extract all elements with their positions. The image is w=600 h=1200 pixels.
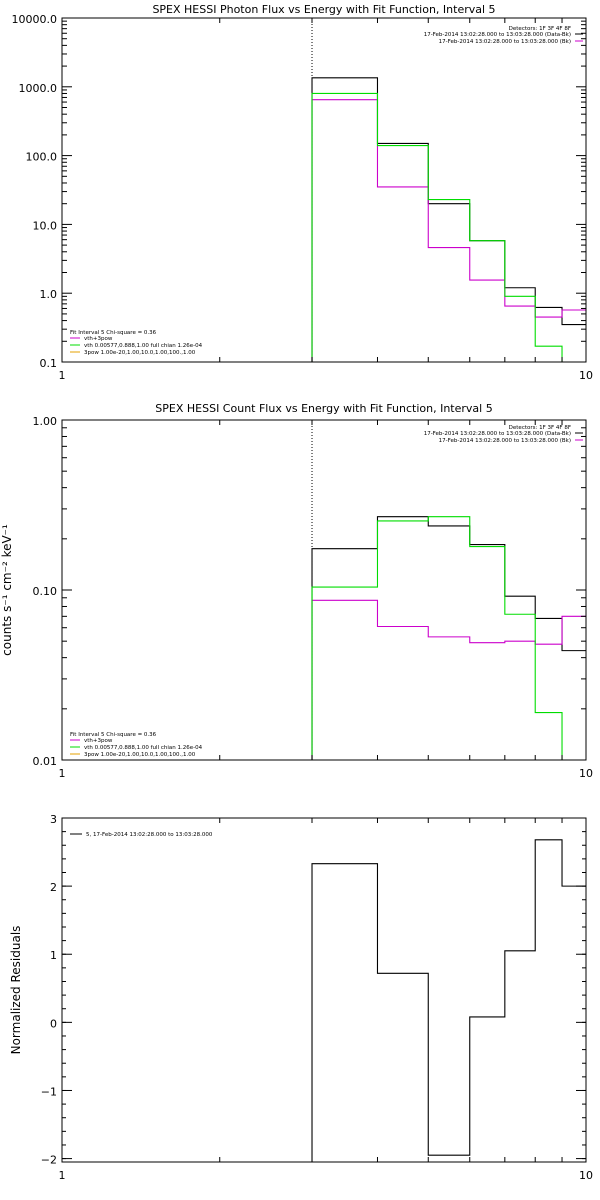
legend-line: 3pow 1.00e-20,1.00,10.0,1.00,100.,1.00 [84, 350, 196, 356]
legend-line: Fit Interval 5 Chi-square = 0.36 [70, 732, 157, 738]
chart-title: SPEX HESSI Photon Flux vs Energy with Fi… [152, 3, 495, 16]
bottom-legend: Fit Interval 5 Chi-square = 0.36 vth+3po… [70, 732, 203, 758]
bottom-legend: Fit Interval 5 Chi-square = 0.36 vth+3po… [70, 330, 203, 356]
y-tick-label: 2 [50, 881, 57, 894]
y-tick-label: 10000.0 [12, 13, 58, 26]
series-group [311, 839, 586, 1162]
x-tick-label: 1 [59, 767, 66, 780]
y-tick-label: 1000.0 [19, 82, 58, 95]
y-axis-label: Normalized Residuals [9, 926, 23, 1055]
top-legend: Detectors: 1F 3F 4F 8F 17-Feb-2014 13:02… [424, 425, 583, 444]
legend-line: 17-Feb-2014 13:02:28.000 to 13:03:28.000… [424, 431, 571, 437]
x-tick-label: 10 [579, 369, 593, 382]
x-tick-label: 10 [579, 767, 593, 780]
legend-line: 5, 17-Feb-2014 13:02:28.000 to 13:03:28.… [86, 832, 213, 838]
axes-frame [61, 419, 587, 761]
legend-line: 17-Feb-2014 13:02:28.000 to 13:03:28.000… [439, 438, 571, 444]
axes-frame [61, 817, 587, 1163]
series-1-histogram [311, 599, 586, 760]
y-tick-label: −2 [41, 1154, 57, 1167]
legend-line: 17-Feb-2014 13:02:28.000 to 13:03:28.000… [439, 39, 571, 45]
y-tick-label: 1.00 [33, 415, 58, 428]
x-tick-label: 1 [59, 1169, 66, 1182]
x-tick-label: 1 [59, 369, 66, 382]
series-0-histogram [311, 516, 586, 760]
y-tick-label: 0.01 [33, 755, 58, 768]
y-tick-label: 1.0 [40, 288, 58, 301]
residuals-panel: Normalized Residuals 1 10 −2 −1 0 1 2 3 5, 17-F… [9, 813, 593, 1182]
top-legend: Detectors: 1F 3F 4F 8F 17-Feb-2014 13:02… [424, 26, 583, 45]
y-tick-label: 10.0 [33, 219, 58, 232]
legend-line: Detectors: 1F 3F 4F 8F [509, 425, 571, 431]
x-tick-label: 10 [579, 1169, 593, 1182]
y-tick-label: 0.10 [33, 585, 58, 598]
legend-line: vth 0.00577,0.888,1.00 full chian 1.26e-… [84, 343, 203, 349]
y-tick-label: 1 [50, 949, 57, 962]
y-tick-label: 100.0 [26, 151, 58, 164]
y-tick-label: 3 [50, 813, 57, 826]
series-2-histogram [311, 516, 563, 760]
legend-line: 3pow 1.00e-20,1.00,10.0,1.00,100.,1.00 [84, 752, 196, 758]
chart-title: SPEX HESSI Count Flux vs Energy with Fit… [155, 402, 492, 415]
legend-line: Fit Interval 5 Chi-square = 0.36 [70, 330, 157, 336]
y-axis-label: counts s⁻¹ cm⁻² keV⁻¹ [0, 524, 14, 656]
series-2-histogram [311, 92, 563, 362]
count-flux-panel: SPEX HESSI Count Flux vs Energy with Fit… [0, 402, 593, 780]
legend-line: vth 0.00577,0.888,1.00 full chian 1.26e-… [84, 745, 203, 751]
series-0-histogram [311, 77, 586, 362]
y-tick-label: 0.1 [40, 357, 58, 370]
series-group [311, 77, 586, 362]
series-group [311, 516, 586, 760]
axes-frame [61, 17, 587, 363]
legend-line: 17-Feb-2014 13:02:28.000 to 13:03:28.000… [424, 32, 571, 38]
y-tick-label: 0 [50, 1017, 57, 1030]
photon-flux-panel: SPEX HESSI Photon Flux vs Energy with Fi… [12, 3, 594, 382]
series-0-histogram [311, 839, 586, 1162]
legend-line: Detectors: 1F 3F 4F 8F [509, 26, 571, 32]
residual-legend: 5, 17-Feb-2014 13:02:28.000 to 13:03:28.… [70, 832, 213, 838]
legend-line: vth+3pow [84, 336, 113, 342]
y-tick-label: −1 [41, 1085, 57, 1098]
series-1-histogram [311, 99, 586, 362]
legend-line: vth+3pow [84, 738, 113, 744]
